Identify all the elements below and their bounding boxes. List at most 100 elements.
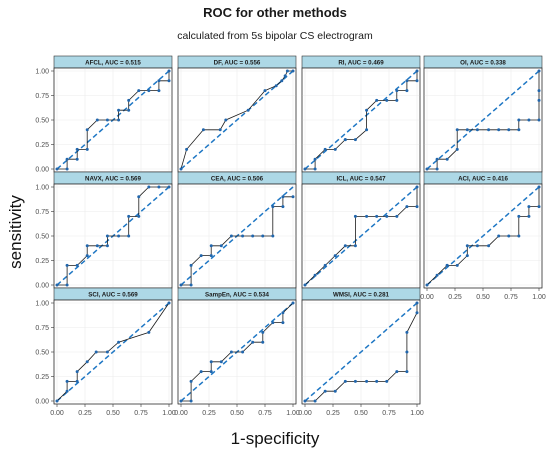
roc-point — [167, 79, 171, 83]
roc-point — [455, 263, 459, 267]
roc-point — [313, 399, 317, 403]
roc-point — [537, 205, 541, 209]
roc-point — [435, 167, 439, 171]
roc-point — [55, 283, 59, 287]
roc-point — [157, 79, 161, 83]
roc-point — [179, 399, 183, 403]
roc-point — [117, 118, 121, 122]
facet-label: DF, AUC = 0.556 — [214, 60, 261, 67]
x-tick-label: 0.50 — [230, 410, 244, 417]
x-tick-label: 1.00 — [162, 410, 176, 417]
y-tick-label: 0.00 — [35, 167, 49, 174]
roc-point — [323, 389, 327, 393]
roc-point — [343, 138, 347, 142]
x-tick-label: 0.00 — [50, 410, 64, 417]
roc-point — [201, 128, 205, 132]
roc-point — [537, 98, 541, 102]
roc-point — [415, 301, 419, 305]
facet-label: CEA, AUC = 0.506 — [211, 176, 264, 183]
roc-point — [405, 370, 409, 374]
roc-point — [85, 128, 89, 132]
roc-point — [475, 128, 479, 132]
roc-point — [385, 214, 389, 218]
roc-point — [395, 98, 399, 102]
y-tick-label: 0.00 — [35, 399, 49, 406]
roc-point — [365, 214, 369, 218]
x-tick-label: 0.25 — [202, 410, 216, 417]
roc-point — [75, 157, 79, 161]
roc-point — [415, 185, 419, 189]
roc-point — [415, 311, 419, 315]
x-tick-label: 0.00 — [420, 294, 434, 301]
facet-panel: SCI, AUC = 0.569 0.00 0.25 0.50 0.75 1.00 0.00… — [35, 287, 176, 417]
roc-point — [465, 254, 469, 258]
y-tick-label: 0.75 — [35, 209, 49, 216]
roc-point — [281, 321, 285, 325]
roc-point — [465, 244, 469, 248]
roc-point — [395, 214, 399, 218]
roc-point — [127, 108, 131, 112]
roc-point — [241, 234, 245, 238]
facet-panel: SampEn, AUC = 0.534 0.00 0.25 0.50 0.75 1.00 — [174, 287, 300, 417]
x-tick-label: 0.25 — [326, 410, 340, 417]
roc-point — [127, 214, 131, 218]
roc-point — [105, 234, 109, 238]
roc-point — [333, 254, 337, 258]
roc-point — [189, 379, 193, 383]
roc-point — [497, 234, 501, 238]
roc-point — [487, 128, 491, 132]
facet-panel: NAVX, AUC = 0.569 0.00 0.25 0.50 0.75 1.00 — [35, 171, 173, 290]
roc-point — [189, 263, 193, 267]
roc-point — [246, 108, 250, 112]
roc-point — [167, 301, 171, 305]
y-tick-label: 0.25 — [35, 258, 49, 265]
x-tick-label: 0.75 — [504, 294, 518, 301]
facet-panel: AFCL, AUC = 0.515 0.00 0.25 0.50 0.75 1.00 — [35, 55, 173, 174]
roc-point — [517, 234, 521, 238]
roc-point — [209, 360, 213, 364]
roc-point — [405, 79, 409, 83]
roc-point — [455, 128, 459, 132]
roc-point — [280, 79, 284, 83]
y-tick-label: 0.50 — [35, 118, 49, 125]
roc-point — [55, 399, 59, 403]
roc-point — [85, 244, 89, 248]
y-tick-label: 0.75 — [35, 93, 49, 100]
facet-label: AFCL, AUC = 0.515 — [85, 60, 141, 67]
roc-point — [224, 118, 228, 122]
roc-point — [445, 263, 449, 267]
x-tick-label: 1.00 — [286, 410, 300, 417]
roc-point — [375, 98, 379, 102]
roc-point — [507, 234, 511, 238]
roc-point — [353, 244, 357, 248]
roc-point — [323, 263, 327, 267]
roc-point — [209, 244, 213, 248]
roc-curve — [426, 187, 540, 286]
roc-point — [271, 321, 275, 325]
roc-point — [537, 89, 541, 93]
facet-label: WMSI, AUC = 0.281 — [333, 292, 390, 299]
roc-point — [343, 244, 347, 248]
roc-point — [65, 283, 69, 287]
roc-point — [157, 185, 161, 189]
roc-point — [405, 205, 409, 209]
x-tick-label: 0.50 — [476, 294, 490, 301]
roc-curve — [181, 302, 294, 402]
roc-point — [94, 350, 98, 354]
x-tick-label: 0.50 — [106, 410, 120, 417]
roc-point — [527, 118, 531, 122]
roc-point — [353, 379, 357, 383]
x-tick-label: 0.50 — [354, 410, 368, 417]
roc-point — [137, 195, 141, 199]
roc-point — [323, 147, 327, 151]
x-tick-label: 1.00 — [410, 410, 424, 417]
facet-panel: CEA, AUC = 0.506 — [177, 171, 297, 289]
chart-subtitle: calculated from 5s bipolar CS electrogra… — [177, 30, 373, 42]
roc-point — [251, 340, 255, 344]
roc-point — [291, 301, 295, 305]
roc-point — [261, 330, 265, 334]
roc-point — [527, 214, 531, 218]
roc-point — [105, 244, 109, 248]
roc-point — [95, 118, 99, 122]
roc-point — [65, 157, 69, 161]
